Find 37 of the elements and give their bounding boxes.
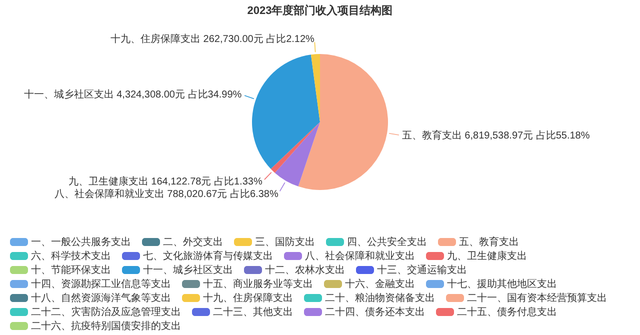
legend-label: 二十四、债务还本支出 [325, 306, 425, 318]
chart-title: 2023年度部门收入项目结构图 [247, 4, 393, 17]
legend-label: 十二、农林水支出 [265, 264, 345, 276]
legend-label: 二十三、其他支出 [213, 306, 293, 318]
legend-label: 二十一、国有资本经营预算支出 [467, 292, 607, 304]
legend-label: 二十、粮油物资储备支出 [325, 292, 435, 304]
legend-label: 四、公共安全支出 [347, 236, 427, 248]
legend-label: 十九、住房保障支出 [203, 292, 293, 304]
legend-label: 十、节能环保支出 [31, 264, 111, 276]
legend-label: 二十五、债务付息支出 [457, 306, 557, 318]
pie-slice [252, 54, 320, 169]
pie-slice [298, 54, 388, 190]
legend-label: 七、文化旅游体育与传媒支出 [143, 250, 273, 262]
legend-label: 五、教育支出 [459, 236, 519, 248]
legend-label: 九、卫生健康支出 [447, 250, 527, 262]
data-label: 八、社会保障和就业支出 788,020.67元 占比6.38% [54, 188, 278, 200]
legend-label: 十四、资源勘探工业信息等支出 [31, 278, 171, 290]
pie-slice [310, 54, 320, 122]
legend-label: 二十六、抗疫特别国债安排的支出 [31, 320, 181, 332]
legend-label: 三、国防支出 [255, 236, 315, 248]
legend-label: 六、科学技术支出 [31, 250, 111, 262]
legend-label: 一、一般公共服务支出 [31, 236, 131, 248]
legend-label: 十五、商业服务业等支出 [203, 278, 313, 290]
legend-label: 十八、自然资源海洋气象等支出 [31, 292, 171, 304]
data-label: 九、卫生健康支出 164,122.78元 占比1.33% [68, 176, 262, 188]
legend-label: 十一、城乡社区支出 [143, 264, 233, 276]
pie-slice [274, 122, 320, 186]
legend-label: 十三、交通运输支出 [377, 264, 467, 276]
pie-slice [270, 122, 320, 173]
legend-label: 八、社会保障和就业支出 [305, 250, 415, 262]
data-label: 五、教育支出 6,819,538.97元 占比55.18% [402, 129, 590, 142]
data-label: 十一、城乡社区支出 4,324,308.00元 占比34.99% [24, 88, 242, 100]
legend-label: 十六、金融支出 [345, 278, 415, 290]
legend-label: 十七、援助其他地区支出 [447, 278, 557, 290]
data-label: 十九、住房保障支出 262,730.00元 占比2.12% [110, 33, 315, 46]
legend-label: 二、外交支出 [163, 236, 223, 248]
legend-label: 二十二、灾害防治及应急管理支出 [31, 306, 181, 318]
